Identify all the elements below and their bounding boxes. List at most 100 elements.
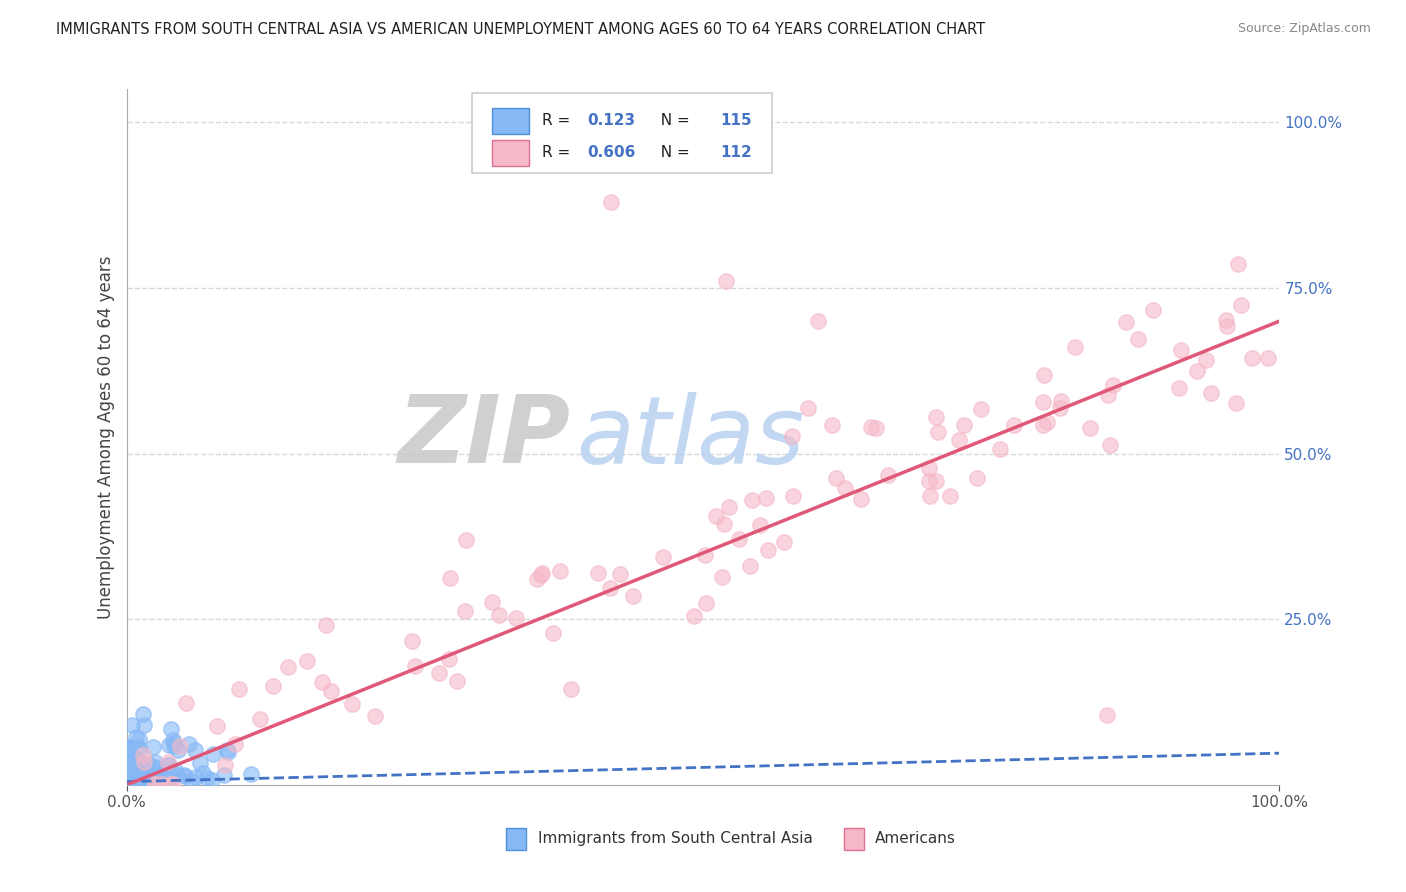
Point — [228, 681, 250, 696]
Point — [135, 764, 157, 778]
Point — [128, 761, 150, 775]
Point — [167, 743, 190, 757]
Point — [1002, 418, 1025, 433]
Point — [454, 533, 477, 547]
Point — [128, 770, 150, 784]
Point — [121, 765, 143, 780]
Point — [121, 762, 143, 776]
Text: R =: R = — [541, 145, 575, 160]
Point — [143, 756, 166, 770]
Point — [925, 474, 948, 488]
Point — [145, 760, 167, 774]
Point — [179, 737, 201, 751]
Point — [599, 581, 621, 595]
Point — [117, 754, 139, 768]
Point — [117, 740, 139, 755]
Point — [217, 743, 239, 757]
Point — [162, 777, 184, 791]
Point — [180, 774, 202, 789]
Point — [1185, 364, 1208, 378]
Point — [156, 774, 179, 789]
Point — [122, 772, 145, 787]
Text: R =: R = — [541, 113, 575, 128]
Point — [150, 777, 173, 791]
Point — [1142, 303, 1164, 318]
Point — [129, 774, 152, 789]
Point — [125, 772, 148, 787]
Point — [135, 758, 157, 772]
Point — [145, 770, 167, 784]
Point — [118, 775, 141, 789]
Point — [1032, 418, 1054, 433]
Point — [122, 777, 145, 791]
Point — [1080, 421, 1102, 435]
Point — [1032, 395, 1054, 409]
Point — [156, 755, 179, 769]
Point — [925, 410, 948, 425]
Point — [132, 718, 155, 732]
Point — [927, 425, 949, 439]
Point — [249, 712, 271, 726]
Point — [439, 571, 461, 585]
Point — [988, 442, 1011, 456]
Point — [117, 772, 139, 787]
Point — [157, 739, 180, 753]
Bar — [492, 108, 529, 135]
Point — [127, 739, 149, 754]
Point — [704, 508, 727, 523]
Point — [138, 764, 160, 779]
Text: Americans: Americans — [875, 831, 956, 846]
Point — [364, 709, 387, 723]
Point — [1170, 343, 1192, 358]
Point — [526, 572, 548, 586]
Point — [217, 745, 239, 759]
Point — [1230, 298, 1253, 312]
Point — [117, 773, 139, 788]
Point — [120, 777, 142, 791]
Text: IMMIGRANTS FROM SOUTH CENTRAL ASIA VS AMERICAN UNEMPLOYMENT AMONG AGES 60 TO 64 : IMMIGRANTS FROM SOUTH CENTRAL ASIA VS AM… — [56, 22, 986, 37]
Point — [695, 596, 717, 610]
Point — [758, 542, 780, 557]
Point — [865, 421, 887, 435]
Point — [157, 758, 180, 772]
Text: ZIP: ZIP — [398, 391, 571, 483]
Point — [124, 756, 146, 770]
Bar — [492, 140, 529, 167]
Point — [122, 749, 145, 764]
Point — [1226, 257, 1249, 271]
Point — [1036, 415, 1059, 429]
Point — [1168, 381, 1191, 395]
Point — [401, 634, 423, 648]
Point — [162, 733, 184, 747]
Point — [124, 758, 146, 772]
Point — [920, 489, 942, 503]
Point — [125, 730, 148, 744]
Point — [201, 773, 224, 788]
Point — [165, 763, 187, 777]
Point — [560, 681, 582, 696]
Point — [1126, 332, 1149, 346]
Point — [340, 697, 363, 711]
Point — [142, 776, 165, 790]
Point — [530, 568, 553, 582]
Point — [755, 491, 778, 505]
Point — [125, 775, 148, 789]
Point — [173, 769, 195, 783]
Point — [120, 776, 142, 790]
Point — [315, 618, 337, 632]
Point — [184, 770, 207, 784]
Point — [652, 550, 675, 565]
Point — [851, 492, 873, 507]
Point — [1064, 340, 1087, 354]
Point — [120, 771, 142, 785]
Point — [205, 718, 228, 732]
Y-axis label: Unemployment Among Ages 60 to 64 years: Unemployment Among Ages 60 to 64 years — [97, 255, 115, 619]
Point — [807, 314, 830, 328]
Point — [772, 535, 794, 549]
Point — [118, 743, 141, 757]
Point — [142, 739, 165, 754]
Point — [118, 772, 141, 787]
Point — [780, 429, 803, 443]
Point — [173, 768, 195, 782]
Point — [153, 774, 176, 789]
